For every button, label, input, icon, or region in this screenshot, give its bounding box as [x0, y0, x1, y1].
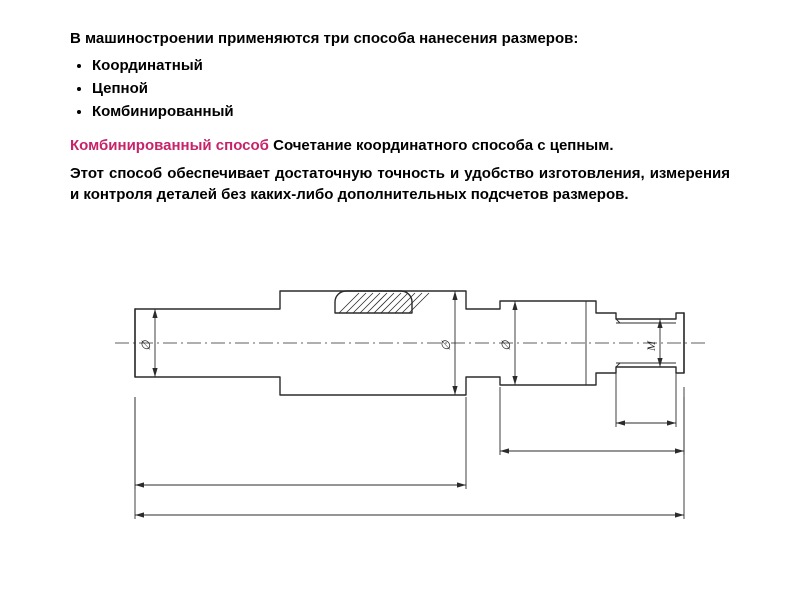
list-item: Комбинированный: [92, 103, 730, 120]
method-title-rest: Сочетание координатного способа с цепным…: [269, 137, 614, 154]
methods-list: Координатный Цепной Комбинированный: [70, 57, 730, 120]
svg-text:M: M: [644, 340, 658, 352]
intro-text: В машиностроении применяются три способа…: [70, 30, 730, 47]
list-item: Цепной: [92, 80, 730, 97]
method-description: Этот способ обеспечивает достаточную точ…: [70, 164, 730, 205]
svg-text:∅: ∅: [499, 340, 513, 351]
method-title-line: Комбинированный способ Сочетание координ…: [70, 136, 730, 156]
list-item: Координатный: [92, 57, 730, 74]
svg-text:∅: ∅: [139, 340, 153, 351]
method-title: Комбинированный способ: [70, 137, 269, 154]
engineering-drawing: ∅ ∅ ∅ M: [60, 223, 740, 533]
svg-text:∅: ∅: [439, 340, 453, 351]
